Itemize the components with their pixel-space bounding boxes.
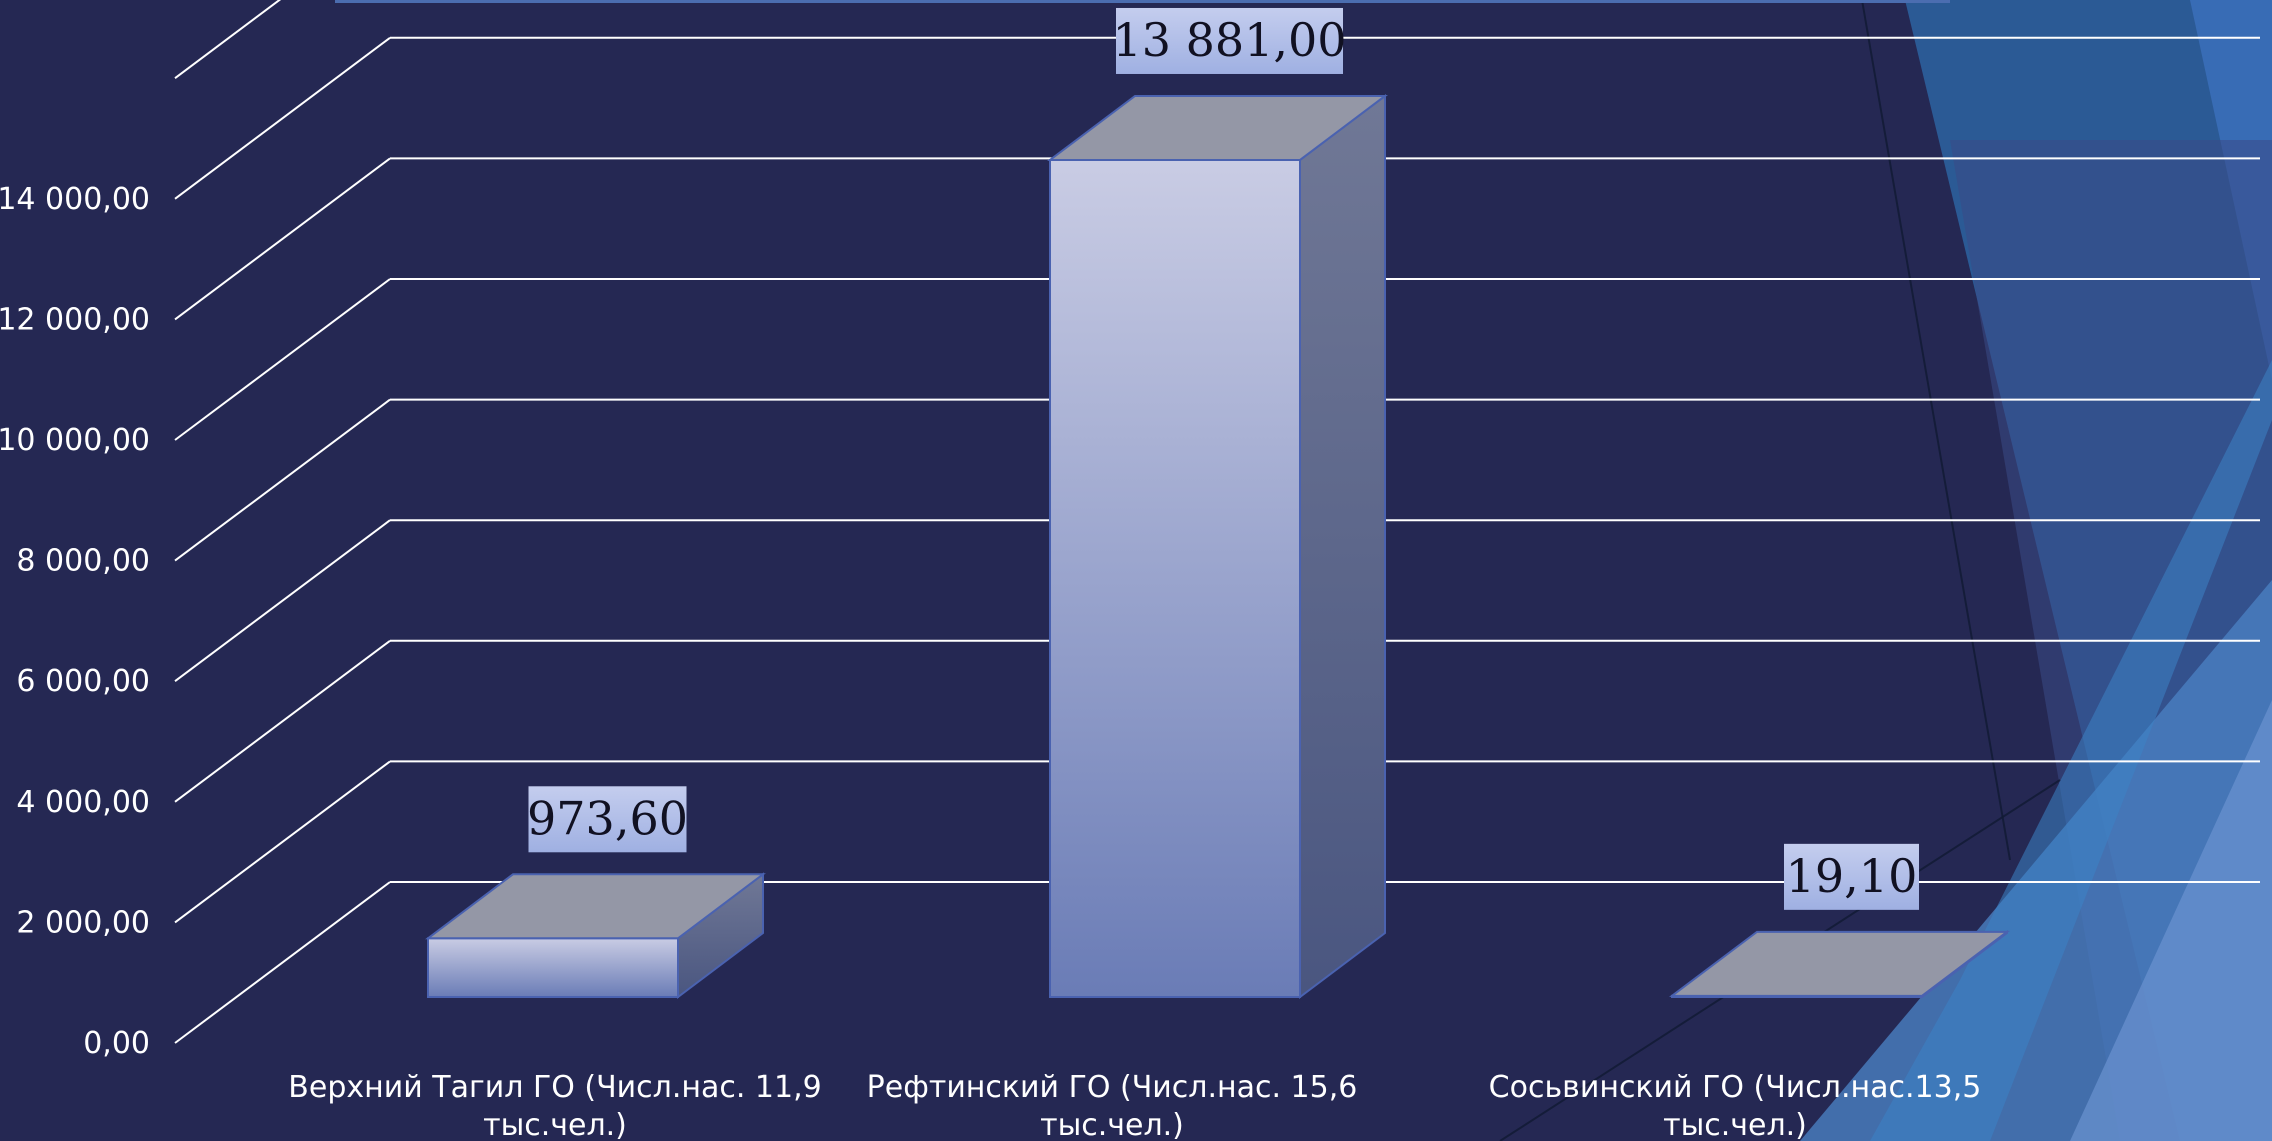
data-label-box — [1784, 843, 1919, 910]
bar-top — [425, 873, 766, 940]
grid-diagonal — [174, 881, 391, 1044]
category-label: тыс.чел.) — [1663, 1108, 1807, 1141]
bar-side — [1299, 93, 1386, 1000]
data-labels: 973,60 13 881,00 19,10 — [527, 7, 1919, 910]
y-tick-label: 6 000,00 — [16, 664, 150, 699]
data-label: 19,10 — [1786, 849, 1918, 903]
category-label: Рефтинский ГО (Числ.нас. 15,6 — [867, 1070, 1358, 1105]
bar — [1669, 929, 2010, 1000]
grid-diagonal — [174, 36, 391, 200]
category-label: Сосьвинский ГО (Числ.нас.13,5 — [1489, 1070, 1982, 1105]
data-label: 973,60 — [527, 791, 688, 845]
category-label: Верхний Тагил ГО (Числ.нас. 11,9 — [288, 1070, 821, 1105]
bar — [425, 872, 766, 1000]
grid-diagonal — [174, 760, 391, 924]
y-tick-label: 14 000,00 — [0, 182, 150, 217]
x-axis-categories: Верхний Тагил ГО (Числ.нас. 11,9тыс.чел.… — [288, 1070, 1981, 1141]
y-tick-label: 10 000,00 — [0, 423, 150, 458]
grid-diagonal — [174, 519, 391, 683]
y-axis-ticks: 0,00 2 000,00 4 000,00 6 000,00 8 000,00 10 0… — [0, 182, 150, 1061]
data-label: 13 881,00 — [1112, 13, 1346, 67]
y-tick-label: 12 000,00 — [0, 302, 150, 337]
y-tick-label: 8 000,00 — [16, 544, 150, 579]
category-label: тыс.чел.) — [1040, 1108, 1184, 1141]
bg-line-1 — [1861, 0, 2011, 861]
bg-shape-5 — [2070, 700, 2272, 1141]
y-tick-label: 2 000,00 — [16, 905, 150, 940]
grid-diagonal — [174, 639, 391, 803]
data-label-box — [528, 786, 687, 853]
grid-diagonal — [174, 278, 391, 441]
grid-diagonal — [174, 0, 282, 80]
bar — [1047, 93, 1388, 1000]
background-decoration — [1499, 0, 2272, 1141]
bar-top — [1047, 94, 1388, 161]
title-area-edge — [335, 0, 1950, 3]
y-tick-label: 4 000,00 — [16, 785, 150, 820]
data-label-box — [1116, 7, 1343, 74]
bar-front — [1049, 158, 1301, 998]
bar-front — [427, 937, 679, 999]
y-tick-label: 0,00 — [83, 1026, 150, 1061]
bars — [425, 93, 2010, 1000]
grid-diagonal — [174, 157, 391, 321]
category-label: тыс.чел.) — [483, 1108, 627, 1141]
bar-top — [1669, 930, 2010, 997]
grid-diagonal — [174, 398, 391, 562]
